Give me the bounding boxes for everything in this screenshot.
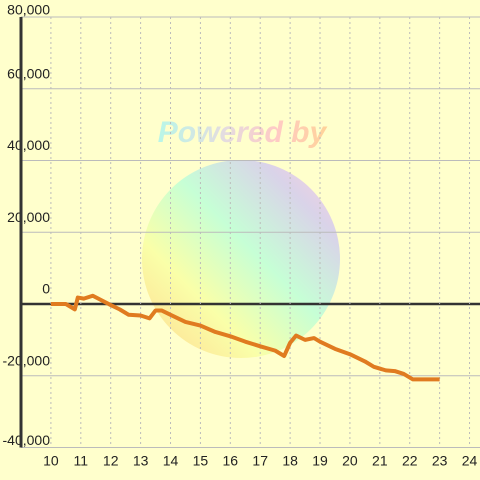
x-tick-label: 11 <box>74 453 89 469</box>
x-tick-label: 20 <box>342 453 358 469</box>
watermark-logo <box>142 160 340 358</box>
x-tick-label: 19 <box>312 453 328 469</box>
x-tick-label: 22 <box>402 453 418 469</box>
x-tick-label: 14 <box>163 453 179 469</box>
x-tick-label: 16 <box>223 453 239 469</box>
x-tick-label: 15 <box>193 453 209 469</box>
data-line <box>50 293 440 382</box>
x-tick-label: 12 <box>103 453 119 469</box>
y-tick-label: 60,000 <box>7 65 50 81</box>
y-tick-label: 80,000 <box>7 2 50 18</box>
x-tick-label: 10 <box>43 453 59 469</box>
watermark: Powered by <box>158 116 328 149</box>
y-tick-label: 40,000 <box>7 137 50 153</box>
x-tick-label: 17 <box>252 453 268 469</box>
x-tick-label: 13 <box>133 453 149 469</box>
x-tick-label: 21 <box>372 453 388 469</box>
x-tick-label: 23 <box>432 453 448 469</box>
x-tick-label: 18 <box>282 453 298 469</box>
y-tick-label: 20,000 <box>7 209 50 225</box>
y-tick-label: 0 <box>42 281 50 297</box>
x-tick-label: 24 <box>462 453 478 469</box>
y-tick-label: -40,000 <box>3 432 51 448</box>
y-tick-label: -20,000 <box>3 352 51 368</box>
